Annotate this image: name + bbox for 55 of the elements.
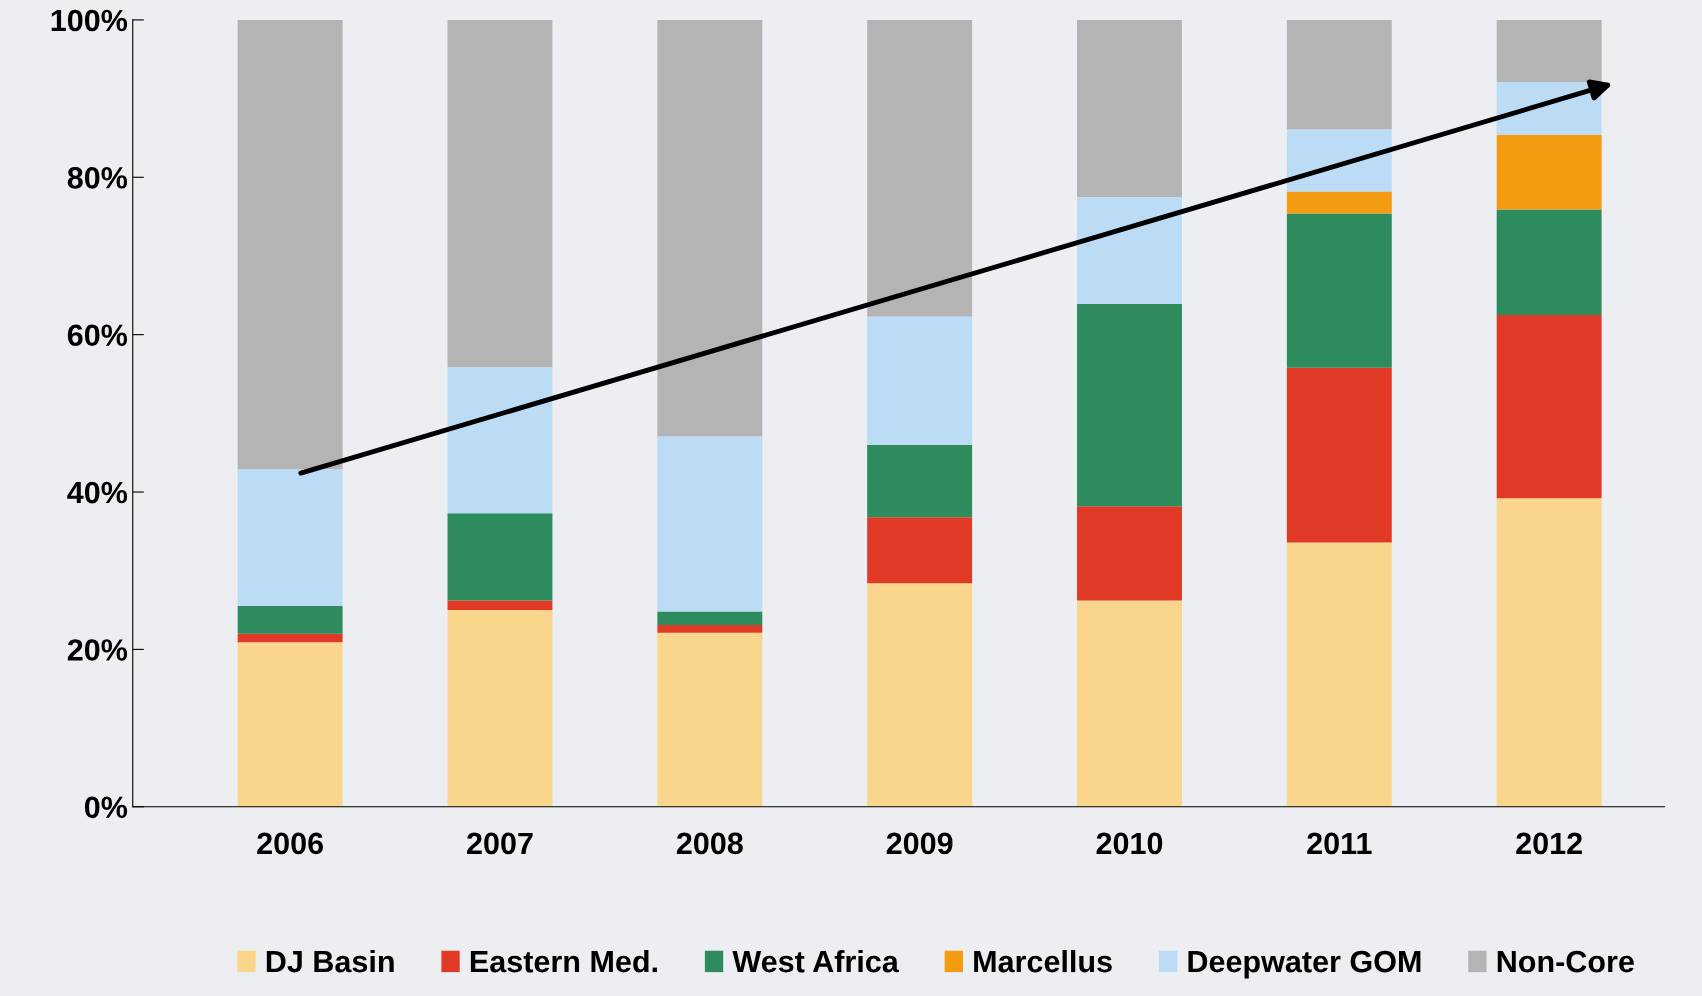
x-tick-label: 2008 xyxy=(676,832,743,855)
bar xyxy=(657,436,763,612)
legend-label: Eastern Med. xyxy=(470,949,657,973)
bar xyxy=(1286,129,1392,192)
bar xyxy=(447,19,553,367)
bar xyxy=(237,469,343,607)
bar xyxy=(867,444,973,518)
x-tick-label: 2009 xyxy=(886,832,953,855)
bar xyxy=(447,600,553,611)
bar xyxy=(1286,542,1392,807)
bar xyxy=(1286,19,1392,130)
bar xyxy=(1496,19,1602,83)
bar xyxy=(1077,506,1182,601)
bar xyxy=(237,642,343,807)
bar xyxy=(1077,303,1182,507)
bar xyxy=(447,610,553,807)
bar xyxy=(1286,191,1392,214)
bar xyxy=(867,583,973,807)
bar xyxy=(447,513,553,601)
x-tick-label: 2010 xyxy=(1096,832,1163,855)
bar xyxy=(1496,314,1602,499)
bar xyxy=(1496,134,1602,210)
bar xyxy=(657,611,763,625)
bar xyxy=(1077,600,1182,807)
y-tick-label: 60% xyxy=(67,324,128,347)
legend-label: DJ Basin xyxy=(266,949,394,973)
bar xyxy=(657,19,763,437)
bar xyxy=(657,625,763,633)
legend-label: Marcellus xyxy=(974,949,1112,973)
bar xyxy=(1077,196,1182,304)
y-tick-label: 20% xyxy=(67,639,128,661)
y-tick-label: 40% xyxy=(67,481,128,504)
bar xyxy=(1496,498,1602,807)
x-tick-label: 2011 xyxy=(1307,832,1372,855)
bar xyxy=(237,606,343,634)
bar xyxy=(867,517,973,584)
x-tick-label: 2012 xyxy=(1516,832,1582,855)
bar xyxy=(867,316,973,445)
bar xyxy=(1286,213,1392,368)
bar xyxy=(657,632,763,807)
bar xyxy=(867,19,973,317)
x-tick-label: 2006 xyxy=(257,832,324,855)
bar xyxy=(1077,19,1182,197)
bar xyxy=(1286,367,1392,543)
y-tick-label: 100% xyxy=(51,9,128,32)
bar xyxy=(237,19,343,470)
bar xyxy=(1496,209,1602,315)
bar xyxy=(237,633,343,643)
y-tick-label: 0% xyxy=(84,796,128,819)
bar xyxy=(447,366,553,514)
x-tick-label: 2007 xyxy=(467,832,533,855)
y-tick-label: 80% xyxy=(67,167,128,189)
legend-label: West Africa xyxy=(732,949,899,973)
legend-label: Deepwater GOM xyxy=(1188,950,1421,979)
legend-label: Non-Core xyxy=(1497,950,1634,973)
